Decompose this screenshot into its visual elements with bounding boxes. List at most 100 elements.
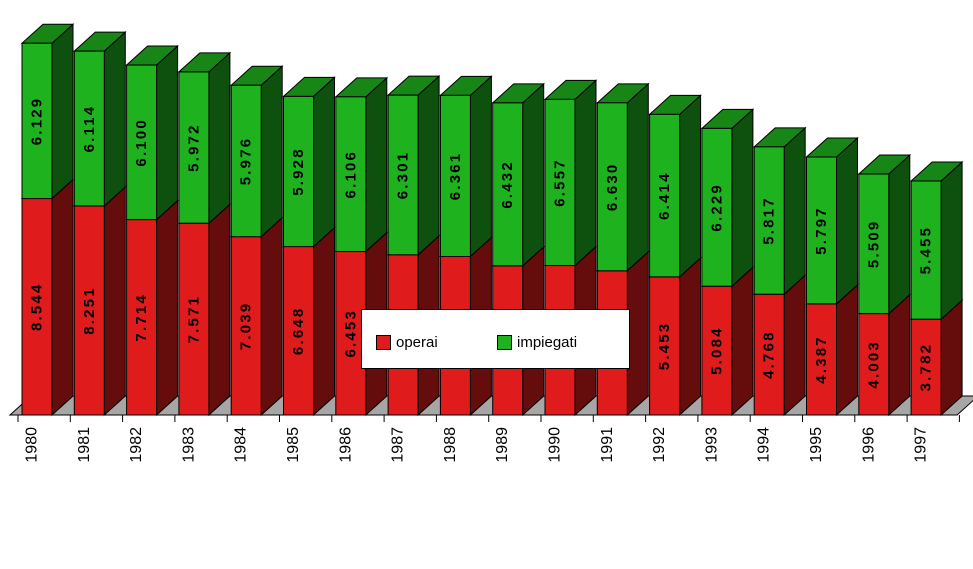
- x-tick-label-1984: 1984: [233, 427, 250, 463]
- bar-impiegati-1980-side: [51, 23, 74, 200]
- value-label-operai-1980: 8.544: [29, 283, 46, 332]
- bar-operai-1995-side: [836, 283, 858, 417]
- bar-impiegati-1987-side: [417, 75, 440, 256]
- x-tick-label-1988: 1988: [442, 427, 459, 463]
- x-tick-label-1989: 1989: [494, 427, 511, 463]
- bar-operai-1991-side: [626, 250, 649, 417]
- value-label-impiegati-1991: 6.630: [604, 163, 621, 212]
- bar-operai-1997-side: [940, 299, 963, 417]
- value-label-impiegati-1993: 6.229: [708, 183, 725, 232]
- bar-operai-1984-side: [260, 216, 283, 417]
- bar-impiegati-1985-side: [313, 76, 335, 248]
- value-label-operai-1985: 6.648: [290, 307, 307, 356]
- x-tick-label-1981: 1981: [76, 427, 93, 463]
- x-tick-label-1997: 1997: [913, 427, 930, 463]
- bar-impiegati-1981-side: [103, 30, 126, 208]
- bar-impiegati-1988: [439, 75, 493, 258]
- bar-impiegati-1982-side: [156, 44, 179, 221]
- value-label-impiegati-1992: 6.414: [656, 171, 673, 220]
- bar-operai-1992-side: [679, 256, 702, 417]
- bar-impiegati-1997-front: [910, 180, 942, 320]
- bar-operai-1997-front: [910, 318, 942, 416]
- bar-impiegati-1993-side: [731, 108, 754, 288]
- value-label-impiegati-1989: 6.432: [499, 160, 516, 209]
- bar-impiegati-1983: [177, 51, 232, 225]
- value-label-operai-1982: 7.714: [133, 293, 150, 342]
- bar-impiegati-1991-side: [626, 82, 649, 272]
- value-label-impiegati-1990: 6.557: [552, 158, 569, 207]
- bar-impiegati-1982: [125, 44, 179, 221]
- bar-impiegati-1985-front: [283, 95, 314, 248]
- bar-impiegati-1997-side: [940, 160, 963, 321]
- bar-impiegati-1981-front: [73, 50, 105, 207]
- x-tick-label-1980: 1980: [24, 427, 41, 463]
- x-tick-label-1996: 1996: [860, 427, 877, 463]
- bar-operai-1985-side: [313, 226, 335, 417]
- bar-impiegati-1988-front: [439, 94, 471, 257]
- chart-bars: [20, 23, 964, 417]
- chart-value-labels: 8.544 6.129 8.251 6.114 7.714 6.100 7.571 5.972…: [29, 97, 935, 392]
- value-label-impiegati-1984: 5.976: [238, 137, 255, 186]
- legend: operai impiegati: [361, 309, 630, 369]
- bar-impiegati-1982-front: [126, 64, 158, 221]
- bar-operai-1981-side: [103, 185, 126, 417]
- x-tick-label-1985: 1985: [285, 427, 302, 463]
- x-tick-label-1995: 1995: [808, 427, 825, 463]
- bar-impiegati-1991: [596, 82, 650, 272]
- legend-item-operai: operai: [376, 334, 438, 351]
- value-label-impiegati-1985: 5.928: [290, 147, 307, 196]
- bar-operai-1996-front: [858, 313, 890, 416]
- bar-impiegati-1992: [648, 94, 702, 278]
- legend-swatch-impiegati: [497, 335, 512, 350]
- x-axis: 1980 1981 1982 1983 1984 1985 1986 1987 1988 1989…: [10, 414, 960, 463]
- bar-impiegati-1984: [229, 65, 284, 238]
- bar-impiegati-1994-front: [753, 146, 785, 295]
- bar-impiegati-1996-front: [858, 173, 890, 315]
- bar-impiegati-1980-front: [21, 42, 53, 200]
- bar-impiegati-1986: [334, 76, 389, 253]
- bar-impiegati-1994: [752, 126, 807, 296]
- bar-impiegati-1995-side: [836, 136, 858, 305]
- bar-impiegati-1997: [909, 160, 964, 321]
- value-label-impiegati-1982: 6.100: [133, 118, 150, 167]
- bar-impiegati-1981: [73, 30, 127, 208]
- bar-impiegati-1991-front: [596, 102, 628, 272]
- bar-operai-1980-side: [51, 178, 74, 417]
- bar-operai-1994-front: [753, 293, 785, 416]
- value-label-operai-1993: 5.084: [708, 326, 725, 375]
- legend-label-impiegati: impiegati: [517, 334, 578, 351]
- value-label-operai-1984: 7.039: [238, 302, 255, 351]
- bar-impiegati-1984-front: [230, 84, 262, 238]
- bar-impiegati-1987-front: [387, 94, 419, 256]
- bar-operai-1994-side: [783, 274, 806, 417]
- value-label-impiegati-1986: 6.106: [342, 150, 359, 199]
- value-label-impiegati-1980: 6.129: [29, 97, 46, 146]
- bar-operai-1984-front: [230, 236, 262, 416]
- value-label-impiegati-1987: 6.301: [395, 151, 412, 200]
- bar-impiegati-1983-front: [178, 71, 210, 224]
- x-tick-label-1986: 1986: [337, 427, 354, 463]
- x-tick-label-1990: 1990: [547, 427, 564, 463]
- bar-operai-1982-side: [156, 199, 179, 417]
- bar-operai-1983-side: [208, 203, 231, 417]
- bar-impiegati-1995: [805, 136, 859, 305]
- bar-impiegati-1989: [491, 82, 545, 267]
- bar-impiegati-1986-front: [335, 96, 367, 253]
- value-label-operai-1997: 3.782: [918, 343, 935, 392]
- value-label-operai-1986: 6.453: [342, 309, 359, 358]
- value-label-impiegati-1997: 5.455: [918, 226, 935, 275]
- bar-impiegati-1994-side: [783, 126, 806, 296]
- value-label-impiegati-1983: 5.972: [185, 123, 202, 172]
- value-label-operai-1992: 5.453: [656, 322, 673, 371]
- value-label-operai-1996: 4.003: [865, 340, 882, 389]
- bar-impiegati-1996: [857, 153, 912, 315]
- bar-impiegati-1988-side: [469, 75, 492, 258]
- value-label-impiegati-1981: 6.114: [81, 105, 98, 153]
- bar-impiegati-1987: [386, 75, 441, 256]
- value-label-operai-1994: 4.768: [761, 330, 778, 379]
- value-label-operai-1981: 8.251: [81, 286, 98, 335]
- bar-operai-1996-side: [888, 293, 911, 417]
- bar-operai-1981: [73, 185, 127, 417]
- value-label-impiegati-1996: 5.509: [865, 220, 882, 269]
